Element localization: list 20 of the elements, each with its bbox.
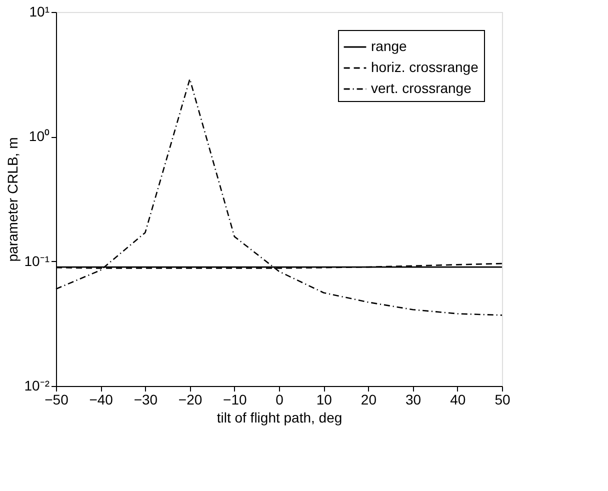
x-tick-label: 20 [360,392,377,408]
x-axis-title: tilt of flight path, deg [216,410,342,426]
x-tick-label: 50 [494,392,510,408]
y-tick-label: 10⁻² [24,378,50,394]
x-tick-label: 40 [450,392,466,408]
legend-label: range [371,38,408,54]
x-tick-label: −40 [89,392,114,408]
legend-label: vert. crossrange [371,80,472,96]
y-tick-label: 10⁰ [28,128,50,144]
y-axis-title: parameter CRLB, m [4,137,20,262]
x-tick-label: −20 [178,392,202,408]
x-tick-label: 30 [406,392,422,408]
x-tick-label: −10 [223,392,247,408]
y-tick-label: 10¹ [29,4,50,20]
x-tick-label: 0 [276,392,284,408]
x-tick-label: −30 [134,392,158,408]
y-tick-label: 10⁻¹ [24,252,50,269]
x-tick-label: −50 [44,392,69,408]
x-tick-label: 10 [316,392,332,408]
legend-label: horiz. crossrange [371,59,479,75]
